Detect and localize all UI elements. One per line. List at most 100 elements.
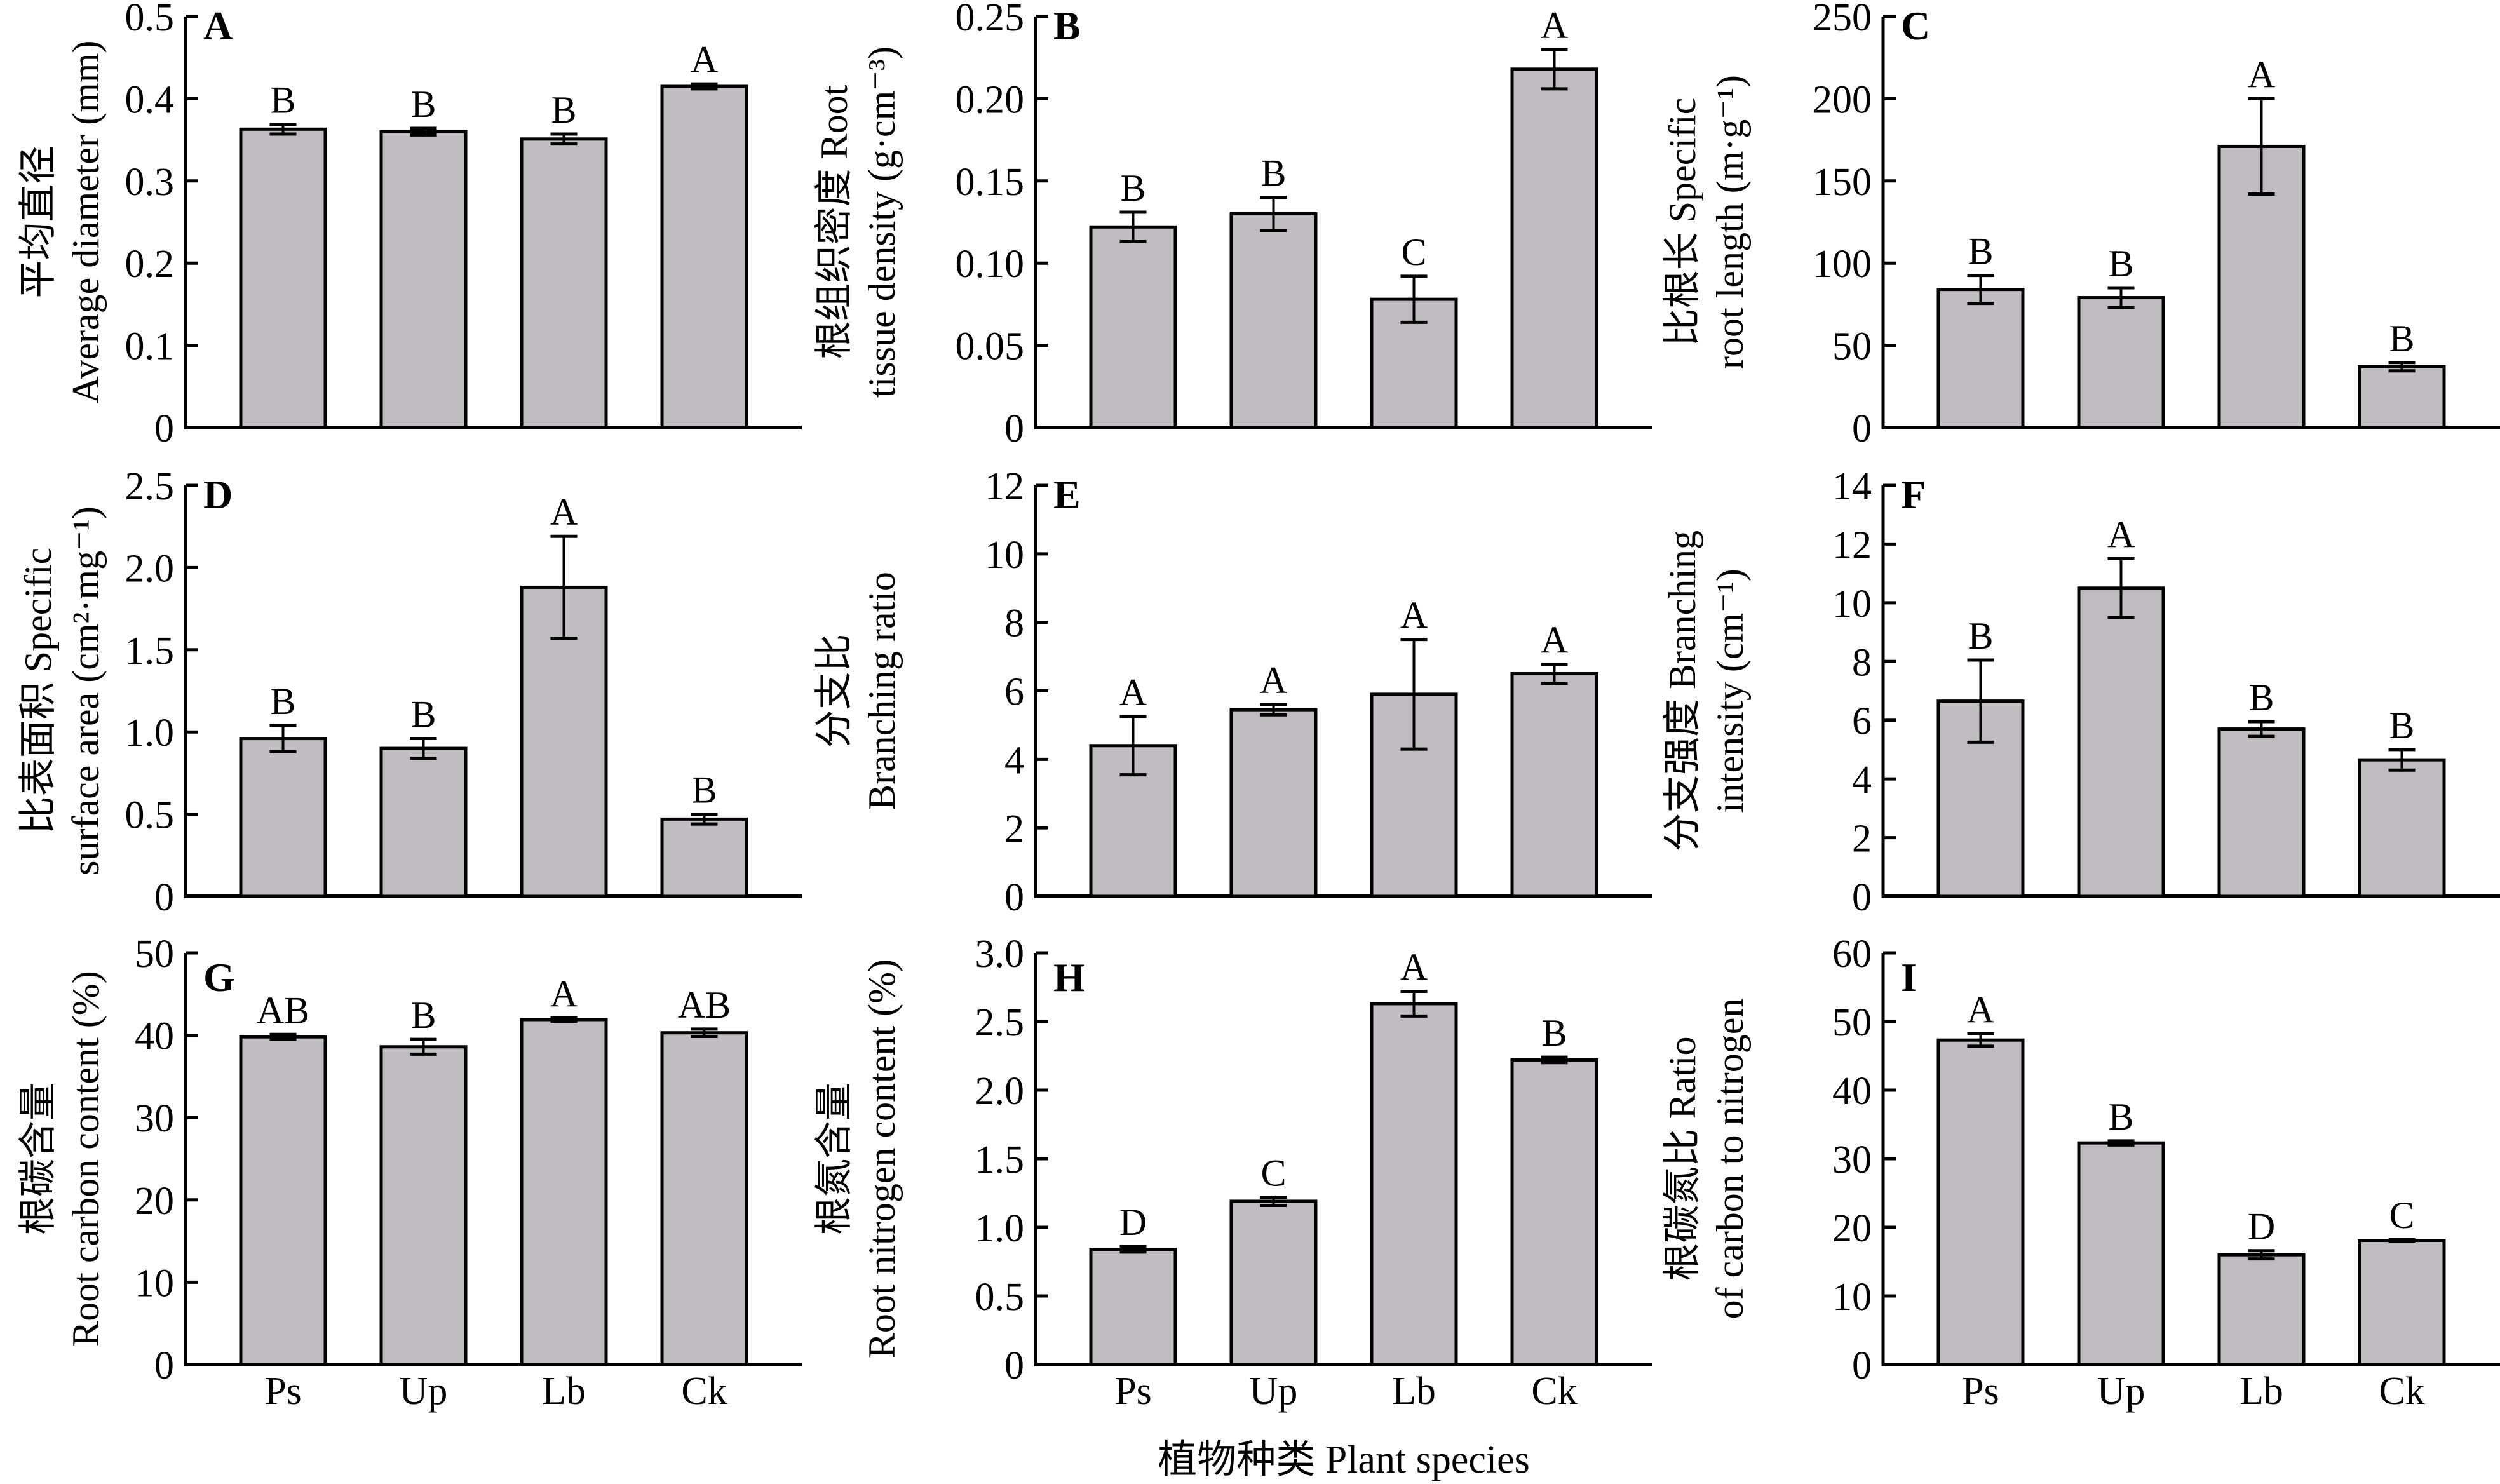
y-tick-label: 0.4 <box>125 78 175 121</box>
y-tick-label: 100 <box>1813 243 1872 286</box>
y-axis-title-line: Root nitrogen content (%) <box>861 959 903 1358</box>
y-tick-label: 30 <box>1832 1138 1872 1182</box>
y-tick-label: 0 <box>1004 407 1024 450</box>
y-tick-label: 10 <box>1832 1276 1872 1319</box>
significance-label: B <box>270 79 295 121</box>
y-axis-title-line: 根碳氮比 Ratio <box>1661 1037 1703 1281</box>
y-axis-title-line: 根氮含量 <box>813 1083 855 1235</box>
panel-e: 0 2 4 6 8 10 12 E 分支比 Branching ratio A A A A <box>813 465 1652 919</box>
bar-ps <box>1936 1038 2025 1366</box>
significance-label: B <box>1968 615 1993 657</box>
panel-letter: B <box>1053 3 1081 48</box>
x-axis-title: 植物种类 Plant species <box>1158 1438 1530 1481</box>
significance-label: B <box>1260 152 1286 194</box>
panel-letter: F <box>1901 472 1926 517</box>
significance-label: B <box>410 83 436 125</box>
panel-letter: D <box>203 472 233 517</box>
y-axis-title-line: Branching ratio <box>861 572 903 810</box>
y-tick-label: 1.0 <box>975 1207 1025 1250</box>
bar-up <box>2077 586 2165 898</box>
panel-letter: I <box>1901 955 1917 1000</box>
y-tick-label: 0.15 <box>956 161 1025 204</box>
significance-label: A <box>1260 659 1287 701</box>
bar-ck <box>1510 67 1598 429</box>
y-tick-label: 40 <box>1832 1070 1872 1113</box>
y-tick-label: 0.25 <box>956 0 1025 39</box>
bar-ck <box>1510 1058 1598 1366</box>
y-tick-label: 50 <box>1832 1001 1872 1044</box>
y-axis-title-line: 根碳含量 <box>17 1083 59 1235</box>
x-tick-label: Up <box>1250 1370 1298 1413</box>
bar-up <box>1229 1199 1318 1366</box>
bar-ck <box>2358 1239 2446 1366</box>
significance-label: B <box>2108 1096 2133 1138</box>
significance-label: A <box>1400 595 1428 637</box>
significance-label: D <box>1119 1201 1147 1243</box>
bar-up <box>2077 1141 2165 1366</box>
significance-label: A <box>691 39 718 81</box>
significance-label: B <box>551 89 576 131</box>
x-tick-label: Lb <box>542 1370 586 1413</box>
significance-label: C <box>2389 1194 2414 1236</box>
y-tick-label: 0.5 <box>975 1276 1025 1319</box>
y-tick-label: 0 <box>154 876 174 919</box>
significance-label: A <box>1967 988 1994 1030</box>
significance-label: C <box>1401 231 1426 273</box>
significance-label: B <box>270 680 295 722</box>
bar-ps <box>1089 225 1177 429</box>
y-tick-label: 0.3 <box>125 161 175 204</box>
panels-group: 0 0.1 0.2 0.3 0.4 0.5 A 平均直径 Average diameter (m… <box>17 0 2500 1413</box>
bar-ck <box>660 84 748 429</box>
y-tick-label: 250 <box>1813 0 1872 39</box>
bar-lb <box>520 137 608 429</box>
y-tick-label: 150 <box>1813 161 1872 204</box>
panel-d: 0 0.5 1.0 1.5 2.0 2.5 D 比表面积 Specific surface ar… <box>17 465 802 919</box>
y-tick-label: 30 <box>135 1097 174 1140</box>
y-tick-label: 12 <box>985 465 1024 508</box>
y-tick-label: 10 <box>135 1262 174 1305</box>
y-tick-label: 10 <box>1832 583 1872 626</box>
y-tick-label: 4 <box>1004 739 1024 782</box>
y-axis-title-line: surface area (cm²·mg⁻¹) <box>65 506 107 875</box>
bar-ps <box>1936 288 2025 429</box>
y-tick-label: 1.0 <box>125 712 175 755</box>
x-tick-label: Up <box>2097 1370 2145 1413</box>
x-tick-label: Ck <box>1531 1370 1577 1413</box>
bar-up <box>2077 296 2165 429</box>
bar-up <box>379 130 468 429</box>
y-tick-label: 0 <box>1852 876 1872 919</box>
significance-label: B <box>1120 167 1145 209</box>
bar-lb <box>1370 1002 1458 1366</box>
significance-label: B <box>2389 705 2414 746</box>
y-tick-label: 0.05 <box>956 325 1025 368</box>
panel-g: 0 10 20 30 40 50 G 根碳含量 Root carbon content (%) A… <box>17 933 802 1413</box>
significance-label: B <box>1968 231 1993 273</box>
bar-ck <box>2358 758 2446 898</box>
bar-ps <box>239 737 327 898</box>
y-tick-label: 6 <box>1004 671 1024 714</box>
panel-c: 0 50 100 150 200 250 C 比根长 Specific root length … <box>1661 0 2500 450</box>
x-tick-label: Lb <box>2240 1370 2283 1413</box>
y-axis-title-line: 比表面积 Specific <box>17 548 59 835</box>
significance-label: A <box>2107 514 2135 556</box>
y-tick-label: 0 <box>1852 407 1872 450</box>
y-tick-label: 4 <box>1852 759 1872 802</box>
y-tick-label: 0 <box>1004 1344 1024 1387</box>
y-tick-label: 8 <box>1004 602 1024 645</box>
y-axis-title-line: 平均直径 <box>17 146 59 299</box>
y-tick-label: 0 <box>154 407 174 450</box>
y-tick-label: 20 <box>135 1180 174 1223</box>
significance-label: A <box>1400 946 1428 988</box>
y-tick-label: 0.10 <box>956 243 1025 286</box>
y-tick-label: 20 <box>1832 1207 1872 1250</box>
bar-ck <box>1510 672 1598 898</box>
y-tick-label: 0 <box>154 1344 174 1387</box>
bar-up <box>379 746 468 898</box>
y-tick-label: 0.5 <box>125 794 175 837</box>
y-tick-label: 2.0 <box>975 1070 1025 1113</box>
x-tick-label: Up <box>400 1370 448 1413</box>
y-tick-label: 14 <box>1832 465 1872 508</box>
y-axis-title-line: 根组织密度 Root <box>813 84 855 359</box>
y-tick-label: 12 <box>1832 523 1872 567</box>
y-axis-title-line: Average diameter (mm) <box>65 41 107 404</box>
